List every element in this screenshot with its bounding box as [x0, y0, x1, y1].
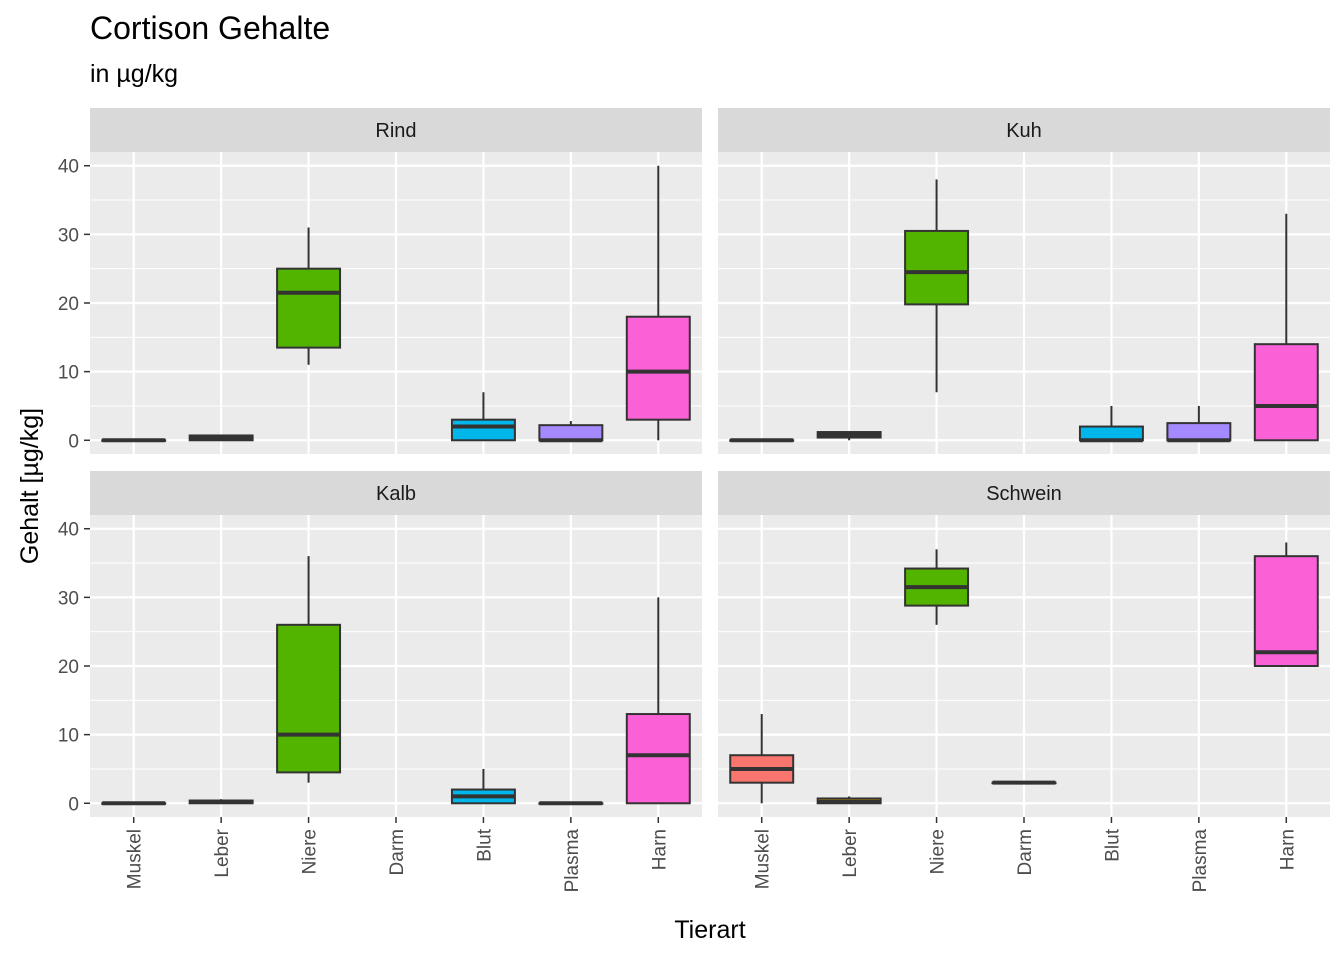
box-body: [1253, 343, 1319, 442]
x-tick-label: Darm: [1015, 829, 1036, 875]
box-niere: [276, 556, 342, 783]
x-tick-label: Harn: [1277, 829, 1298, 870]
box-blut: [450, 768, 516, 805]
box-plasma: [538, 801, 604, 806]
y-tick-label: 0: [68, 794, 79, 815]
x-axis-label: Tierart: [674, 916, 745, 944]
y-tick-label: 20: [58, 294, 79, 315]
box-plasma: [538, 421, 604, 443]
box-muskel: [101, 801, 167, 806]
y-tick-label: 40: [58, 520, 79, 541]
x-tick-label: Plasma: [562, 829, 583, 893]
box-leber: [816, 431, 882, 441]
y-tick-label: 10: [58, 726, 79, 747]
y-tick-label: 0: [68, 431, 79, 452]
facet-strip: [90, 108, 702, 152]
box-muskel: [729, 438, 795, 443]
box-niere: [276, 227, 342, 365]
facet-label: Kalb: [376, 483, 416, 505]
box-body: [276, 623, 342, 774]
panel-schwein: Schwein Muskel Leber Niere Darm Blut Plasma Har…: [718, 471, 1330, 892]
box-body: [538, 424, 604, 442]
panel-kalb: Kalb 0 10 20 30 40 Muskel Leber Niere Darm Blut Pla…: [58, 471, 702, 892]
box-blut: [1078, 405, 1144, 443]
facet-label: Rind: [375, 120, 416, 142]
box-muskel: [729, 714, 795, 804]
y-tick-label: 40: [58, 157, 79, 178]
y-tick-label: 20: [58, 657, 79, 678]
box-harn: [1253, 213, 1319, 442]
box-leber: [816, 796, 882, 805]
box-niere: [904, 549, 970, 625]
x-tick-label: Niere: [300, 829, 321, 874]
box-harn: [1253, 542, 1319, 668]
x-tick-label: Muskel: [125, 829, 146, 889]
y-tick-label: 10: [58, 363, 79, 384]
y-tick-label: 30: [58, 588, 79, 609]
facet-strip: [718, 108, 1330, 152]
box-body: [1253, 555, 1319, 668]
y-axis-label: Gehalt [µg/kg]: [16, 408, 44, 564]
box-blut: [450, 392, 516, 442]
x-tick-label: Leber: [840, 828, 861, 877]
box-muskel: [101, 438, 167, 443]
box-leber: [188, 434, 254, 442]
facet-strip: [90, 471, 702, 515]
box-darm: [991, 780, 1057, 785]
box-body: [276, 267, 342, 349]
box-plasma: [1166, 405, 1232, 443]
chart-subtitle: in µg/kg: [90, 60, 179, 88]
box-body: [625, 713, 691, 805]
box-body: [904, 229, 970, 306]
x-tick-label: Blut: [474, 828, 495, 861]
facet-label: Kuh: [1006, 120, 1042, 142]
box-body: [1166, 422, 1232, 442]
x-tick-label: Muskel: [753, 829, 774, 889]
box-harn: [625, 165, 691, 441]
box-body: [625, 315, 691, 421]
box-leber: [188, 799, 254, 805]
x-tick-label: Leber: [212, 828, 233, 877]
facet-label: Schwein: [986, 483, 1062, 505]
box-niere: [904, 179, 970, 393]
x-tick-label: Blut: [1102, 828, 1123, 861]
panel-rind: Rind 0 10 20 30 40: [58, 108, 702, 454]
chart-title: Cortison Gehalte: [90, 10, 331, 46]
y-tick-label: 30: [58, 225, 79, 246]
x-tick-label: Niere: [928, 829, 949, 874]
x-tick-label: Plasma: [1190, 829, 1211, 893]
box-body: [1078, 425, 1144, 442]
box-body: [450, 418, 516, 442]
box-harn: [625, 597, 691, 805]
panel-kuh: Kuh: [718, 108, 1330, 454]
x-tick-label: Darm: [387, 829, 408, 875]
facet-strip: [718, 471, 1330, 515]
x-tick-label: Harn: [649, 829, 670, 870]
